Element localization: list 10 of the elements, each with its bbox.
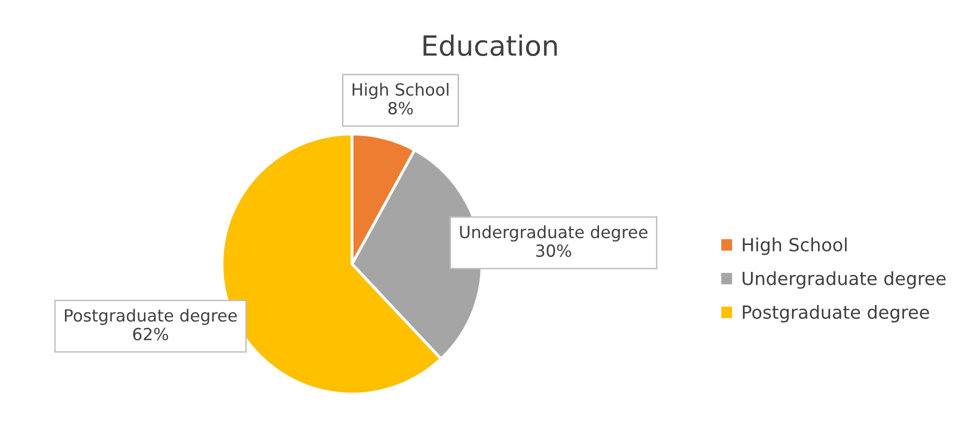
slice-label: Postgraduate degree (64, 308, 237, 325)
legend-label: High School (742, 238, 847, 256)
data-label: 30% (536, 244, 572, 257)
chart-title: Education (424, 34, 557, 56)
legend-label: Postgraduate degree (742, 304, 930, 322)
slice-label: High School (352, 82, 448, 100)
data-label: 8% (388, 102, 413, 114)
legend-label: Undergraduate degree (742, 271, 946, 289)
slice-label: Undergraduate degree (460, 225, 648, 242)
data-label: 62% (133, 328, 168, 340)
